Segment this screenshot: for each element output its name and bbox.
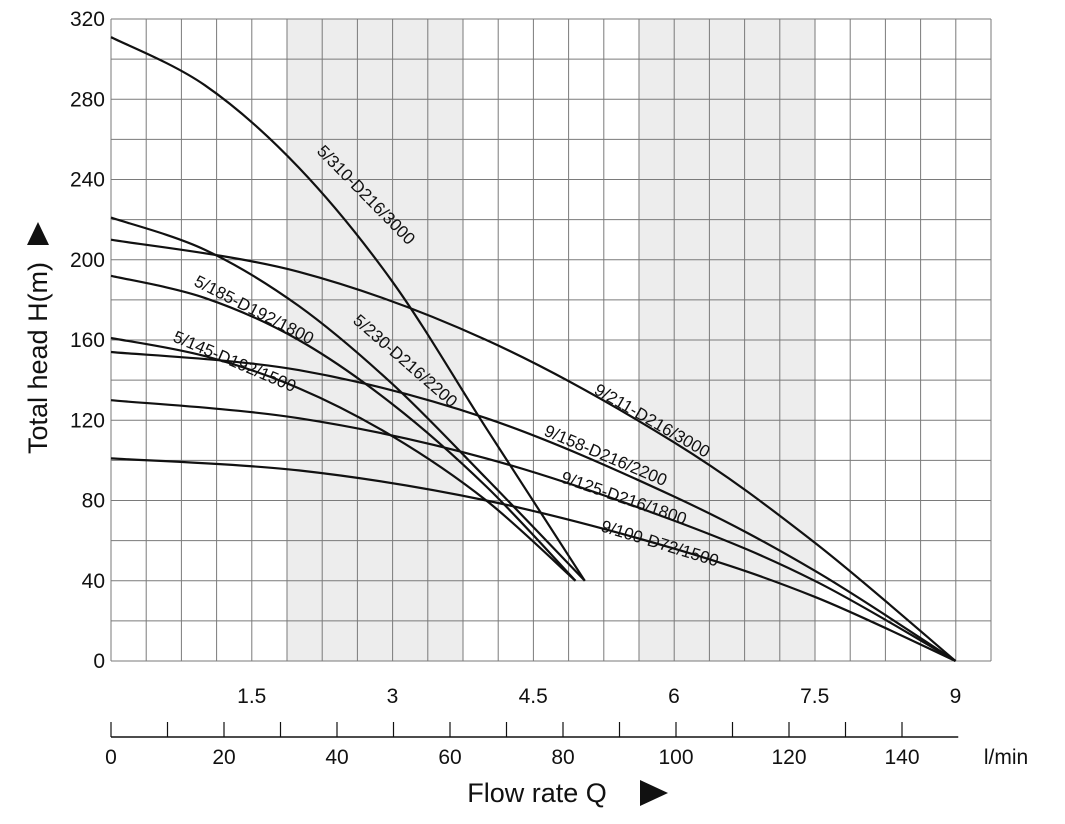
y-axis-arrow-icon: [27, 222, 49, 245]
x-tick-label: 9: [950, 685, 962, 708]
curve-5/310-D216/3000: [110, 36, 586, 582]
y-tick-label: 200: [70, 249, 105, 272]
curves: [110, 36, 957, 663]
curve-label: 5/145-D192/1500: [170, 327, 298, 396]
x2-tick-label: 80: [551, 746, 574, 769]
x2-tick-label: 120: [771, 746, 806, 769]
y-tick-label: 120: [70, 409, 105, 432]
y-tick-label: 320: [70, 8, 105, 31]
y-tick-label: 80: [82, 490, 105, 513]
y-tick-label: 40: [82, 570, 105, 593]
x2-tick-label: 40: [325, 746, 348, 769]
x-tick-label: 1.5: [237, 685, 266, 708]
x-tick-label: 7.5: [800, 685, 829, 708]
y-tick-labels: 0 40 80 120 160 200 240 280 320: [70, 8, 105, 673]
x-axis-arrow-icon: [640, 780, 668, 806]
x2-tick-label: 60: [438, 746, 461, 769]
grid: [110, 18, 992, 662]
y-tick-label: 160: [70, 329, 105, 352]
y-tick-label: 280: [70, 88, 105, 111]
x2-tick-label: 20: [212, 746, 235, 769]
curve-9/158-D216/2200: [110, 350, 957, 662]
x2-tick-label: 140: [884, 746, 919, 769]
x-axis-unit: l/min: [984, 746, 1028, 769]
x2-tick-label: 0: [105, 746, 117, 769]
secondary-axis: 0 20 40 60 80 100 120 140: [105, 722, 959, 769]
x-axis-title: Flow rate Q: [467, 778, 607, 808]
curve-5/145-D192/1500: [110, 336, 577, 582]
x-tick-label: 6: [668, 685, 680, 708]
x2-tick-label: 100: [658, 746, 693, 769]
curve-9/100-D72/1500: [110, 457, 956, 663]
curve-9/125-D216/1800: [110, 399, 957, 662]
x-tick-label: 4.5: [519, 685, 548, 708]
curve-5/185-D192/1800: [110, 274, 577, 582]
x-tick-labels-primary: 1.5 3 4.5 6 7.5 9: [237, 685, 961, 708]
x-tick-label: 3: [387, 685, 399, 708]
curve-5/230-D216/2200: [110, 216, 586, 582]
curve-9/211-D216/3000: [110, 238, 957, 662]
y-tick-label: 0: [93, 650, 105, 673]
y-tick-label: 240: [70, 169, 105, 192]
y-axis-title: Total head H(m): [23, 262, 53, 454]
